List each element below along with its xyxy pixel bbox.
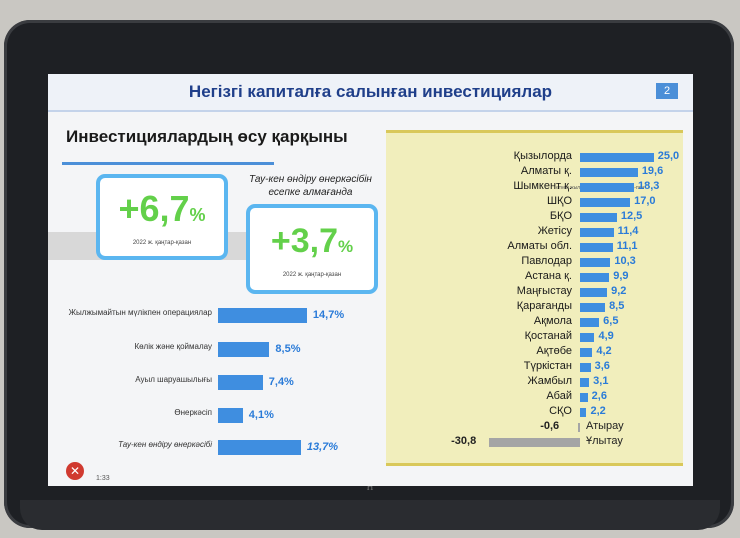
region-bar <box>580 198 631 207</box>
kpi-excl-value: +3,7 <box>270 222 338 260</box>
region-bar-value: 25,0 <box>657 150 680 162</box>
region-bar-value: 4,9 <box>598 330 614 342</box>
region-bar-label: Маңғыстау <box>516 285 572 297</box>
sector-bar <box>218 375 263 390</box>
left-section-title: Инвестициялардың өсу қарқыны <box>66 127 348 146</box>
region-bar-value: 8,5 <box>609 300 625 312</box>
region-bar-label: Жетісу <box>537 225 572 237</box>
device-logo: H <box>366 482 374 492</box>
kpi-excl-period: 2022 ж. қаңтар-қазан <box>282 272 342 278</box>
region-bar-value: 6,5 <box>603 315 619 327</box>
region-bar-value: 17,0 <box>634 195 656 207</box>
region-bar <box>580 363 591 372</box>
region-bar-label: Шымкент қ. <box>513 180 572 192</box>
region-chart-panel: өткен жылдың сәйкес кезеңіне, %-пен Қызы… <box>386 130 683 466</box>
region-bar-value: -30,8 <box>451 435 477 447</box>
region-bar-label: Қарағанды <box>516 300 572 312</box>
region-bar-value: 3,1 <box>593 375 609 387</box>
region-bar-label: Түркістан <box>523 360 572 372</box>
kpi-main-value-row: +6,7% <box>100 188 224 230</box>
sector-bar <box>218 408 243 423</box>
slide-title: Негізгі капиталға салынған инвестициялар <box>188 82 553 101</box>
region-bar <box>580 348 593 357</box>
region-bar-value: 2,2 <box>590 405 606 417</box>
kpi-excl-caption: Тау-кен өндіру өнеркәсібін есепке алмаға… <box>249 174 372 198</box>
region-bar-label: Павлодар <box>521 255 572 267</box>
region-bar-label: Қызылорда <box>513 150 572 162</box>
region-bar-value: 3,6 <box>594 360 610 372</box>
sector-bar <box>218 342 270 357</box>
region-bar <box>580 288 608 297</box>
sector-bar-value: 14,7% <box>312 309 345 321</box>
region-bar <box>580 333 595 342</box>
region-bar <box>580 213 617 222</box>
region-bar-label: Қостанай <box>524 330 572 342</box>
region-bar <box>580 168 638 177</box>
sector-bar-label: Көлік және қоймалау <box>134 342 212 351</box>
region-bar-value: 18,3 <box>637 180 660 192</box>
region-bar <box>580 378 590 387</box>
region-bar-label: Атырау <box>586 420 624 432</box>
sector-bar-value: 13,7% <box>306 441 339 453</box>
region-bar-value: 12,5 <box>620 210 643 222</box>
kpi-main-value: +6,7 <box>118 188 190 229</box>
kpi-excl-value-row: +3,7% <box>250 222 374 261</box>
region-bar-label: Ақмола <box>533 315 572 327</box>
sector-bar-label: Тау-кен өндіру өнеркәсібі <box>118 440 212 449</box>
region-bar-value: 19,6 <box>641 165 664 177</box>
kpi-excl-unit: % <box>338 237 354 256</box>
region-bar <box>580 408 587 417</box>
region-bar-label: СҚО <box>549 405 572 417</box>
sector-bar <box>218 308 307 323</box>
region-bar <box>580 273 610 282</box>
region-bar-label: Ұлытау <box>586 435 623 447</box>
monitor-stand-edge <box>20 500 720 530</box>
region-bar <box>580 228 614 237</box>
region-bar-label: Астана қ. <box>525 270 572 282</box>
region-bar <box>580 183 634 192</box>
clock-readout: 1:33 <box>96 475 110 482</box>
sector-bar-value: 7,4% <box>268 376 294 388</box>
region-bar <box>580 393 588 402</box>
region-bar-value: 9,9 <box>613 270 629 282</box>
sector-bar-label: Жылжымайтын мүлікпен операциялар <box>68 308 212 317</box>
region-bar <box>580 318 600 327</box>
presentation-slide: Негізгі капиталға салынған инвестициялар… <box>48 74 693 486</box>
slide-header: Негізгі капиталға салынған инвестициялар… <box>48 74 693 112</box>
title-underline <box>62 162 274 165</box>
page-number: 2 <box>656 83 678 99</box>
sector-bar-label: Ауыл шаруашылығы <box>135 375 212 384</box>
region-bar-value: -0,6 <box>540 420 560 432</box>
region-bar-label: Алматы қ. <box>520 165 572 177</box>
kpi-main-card: +6,7% 2022 ж. қаңтар-қазан <box>96 174 228 260</box>
kpi-excl-card: +3,7% 2022 ж. қаңтар-қазан <box>246 204 378 294</box>
region-bar <box>580 153 654 162</box>
sector-bar-value: 8,5% <box>275 343 301 355</box>
region-bar-label: Абай <box>546 390 572 402</box>
region-bar <box>580 258 611 267</box>
sector-bar <box>218 440 301 455</box>
region-bar-value: 11,1 <box>616 240 638 252</box>
region-bar-label: Жамбыл <box>527 375 572 387</box>
kpi-main-unit: % <box>189 205 206 225</box>
region-bar-value: 11,4 <box>617 225 639 237</box>
region-bar-label: Алматы обл. <box>507 240 572 252</box>
region-bar-label: Ақтөбе <box>536 345 572 357</box>
region-bar <box>580 243 613 252</box>
region-bar-value: 9,2 <box>611 285 627 297</box>
region-bar-negative <box>489 438 580 447</box>
region-bar-negative <box>578 423 581 432</box>
region-bar-value: 4,2 <box>596 345 612 357</box>
sector-bar-value: 4,1% <box>248 409 274 421</box>
region-bar-value: 10,3 <box>614 255 636 267</box>
region-bar-label: ШҚО <box>546 195 572 207</box>
region-bar-value: 2,6 <box>591 390 607 402</box>
region-bar-label: БҚО <box>549 210 572 222</box>
no-entry-icon: ✕ <box>66 462 84 480</box>
sector-bar-label: Өнеркәсіп <box>174 408 212 417</box>
region-bar <box>580 303 606 312</box>
kpi-main-period: 2022 ж. қаңтар-қазан <box>132 240 192 246</box>
